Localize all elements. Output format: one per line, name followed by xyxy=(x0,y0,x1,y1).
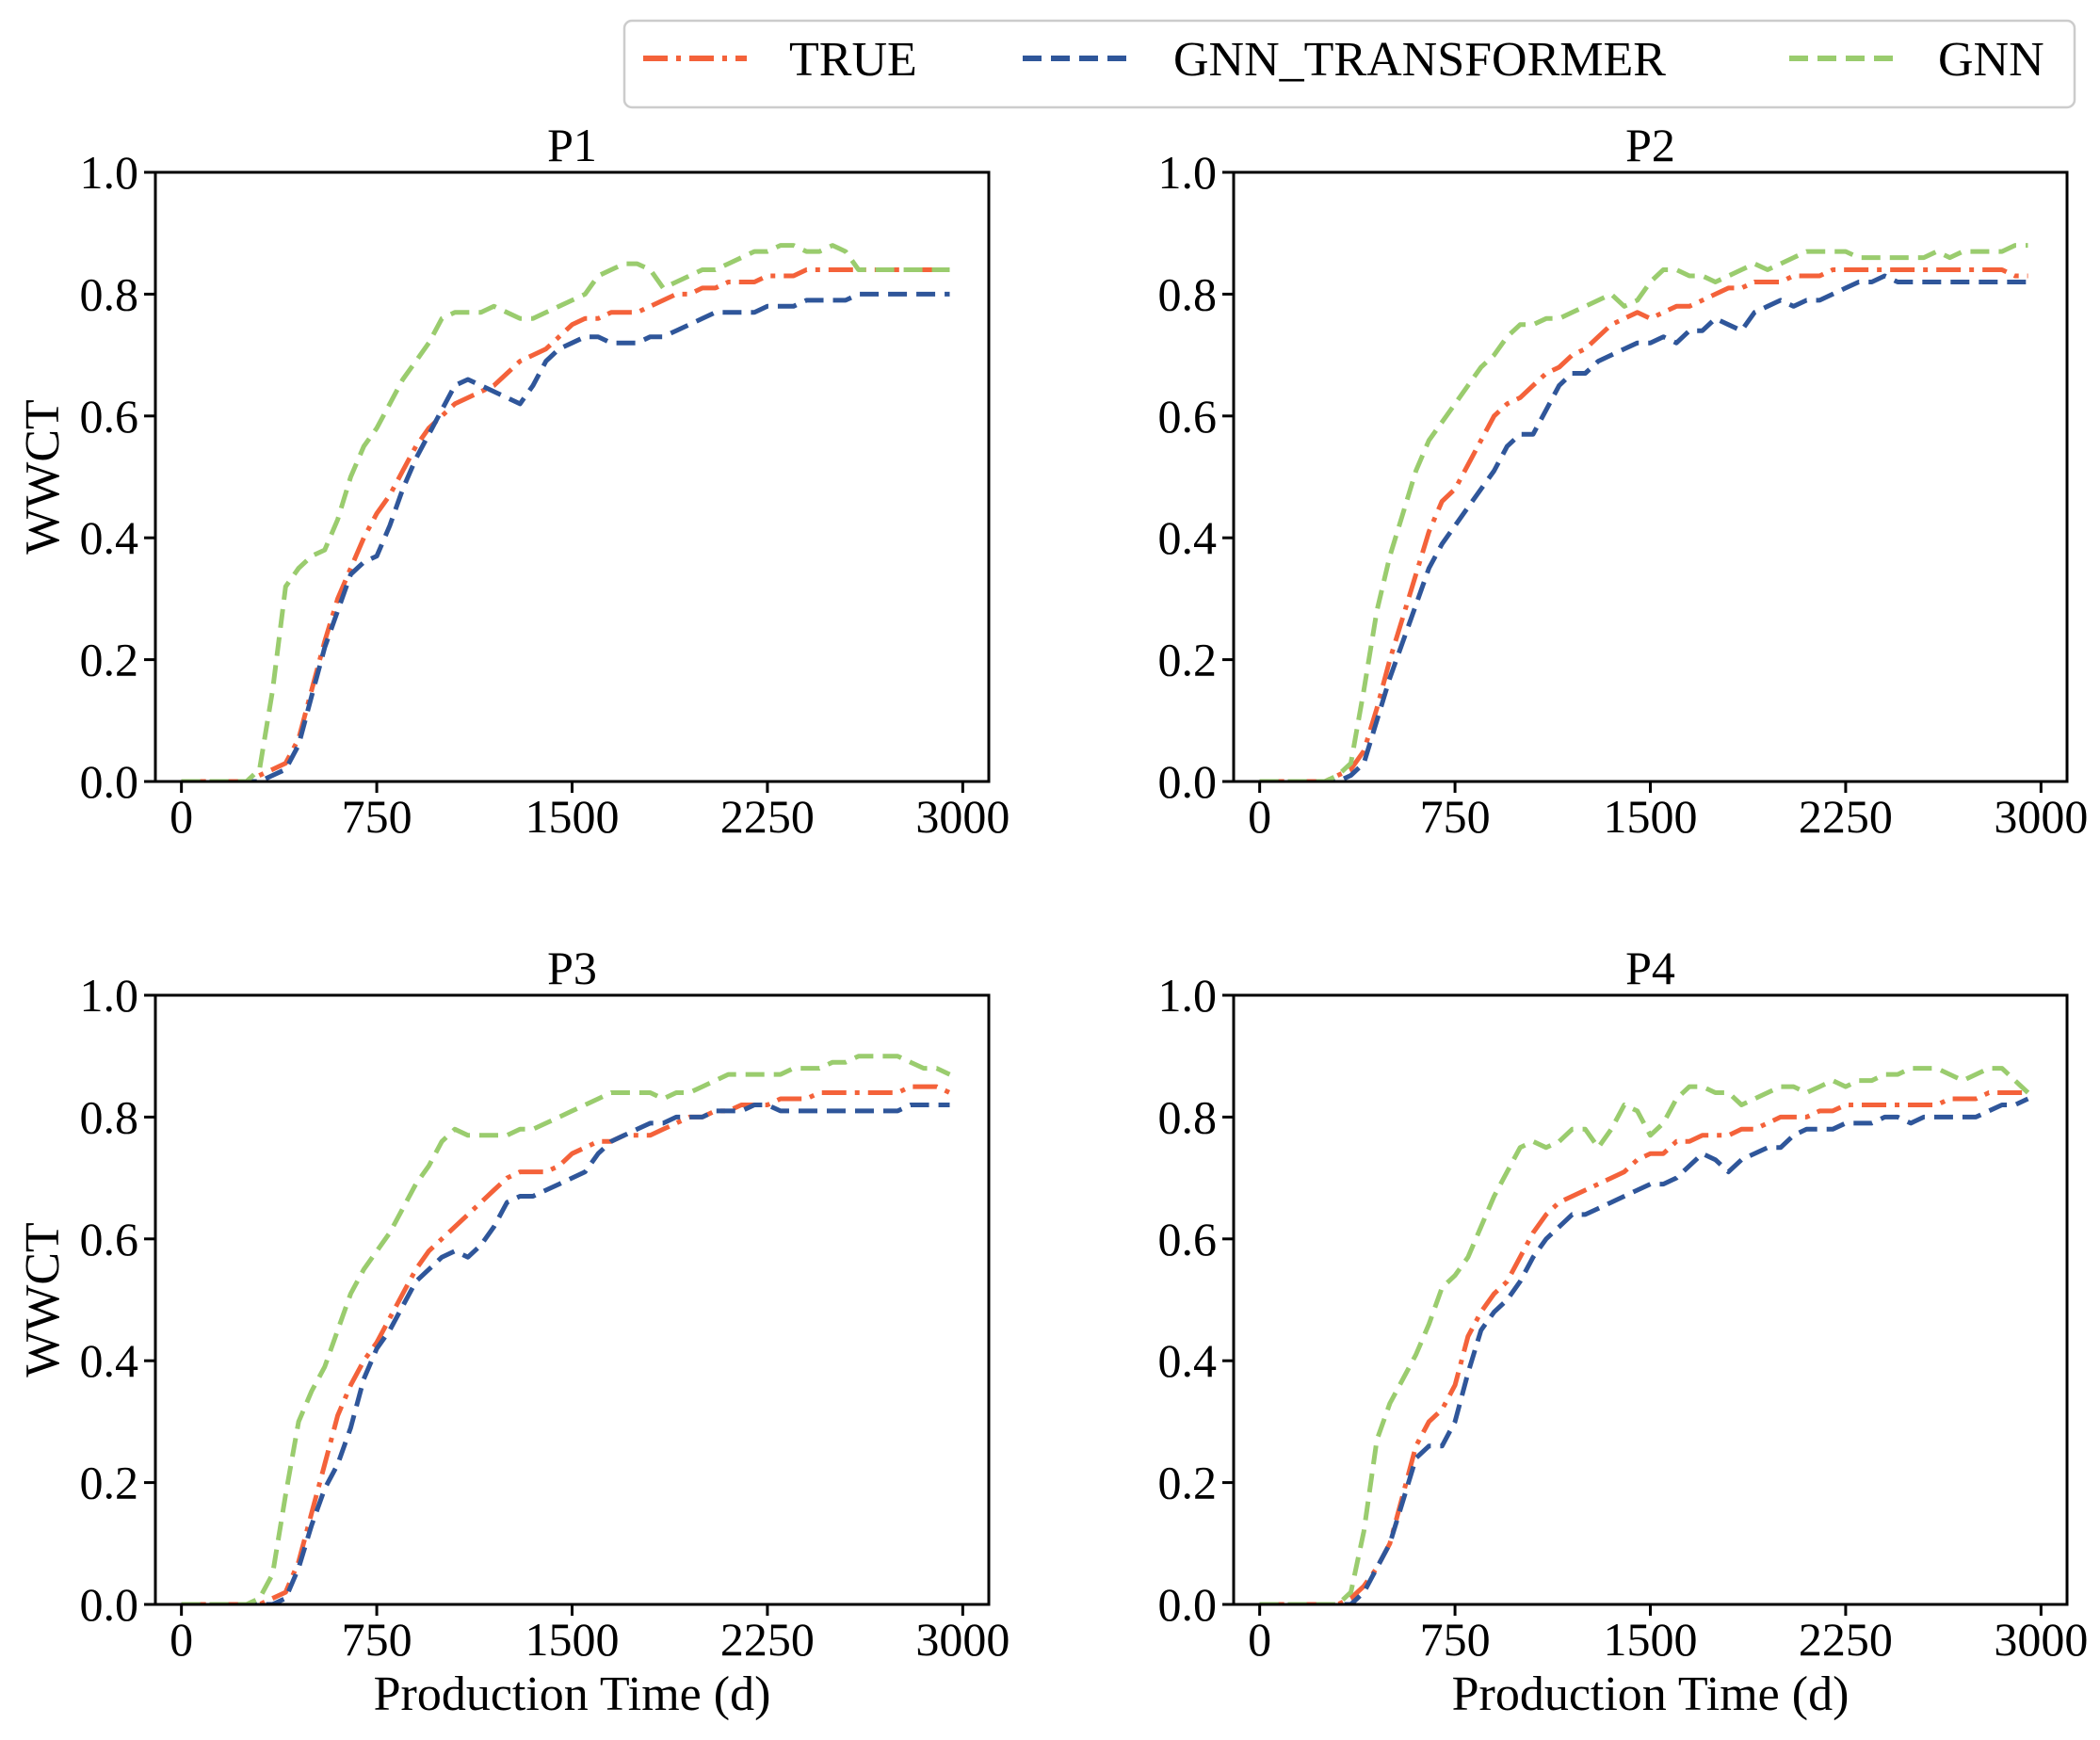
panel-4-xtick-label: 2250 xyxy=(1799,1613,1893,1666)
panel-3-ytick-label: 0.6 xyxy=(80,1213,139,1265)
legend-box xyxy=(622,19,2076,109)
panel-4-title: P4 xyxy=(1625,942,1675,994)
panel-1-title: P1 xyxy=(547,119,597,171)
panel-3-xtick-label: 3000 xyxy=(915,1613,1010,1666)
panel-4-frame xyxy=(1232,993,2069,1606)
panel-3-ytick-label: 0.0 xyxy=(80,1578,139,1631)
panel-4-xtick-label: 1500 xyxy=(1604,1613,1698,1666)
legend-label-true: TRUE xyxy=(789,33,917,87)
panel-2-title: P2 xyxy=(1625,119,1675,171)
panel-4-xtick-label: 750 xyxy=(1420,1613,1491,1666)
panel-2-line-gnn xyxy=(1259,243,2028,781)
panel-2-xtick-label: 2250 xyxy=(1799,790,1893,843)
panel-4-ytick-label: 0.2 xyxy=(1158,1457,1218,1509)
panel-1-ytick-label: 0.2 xyxy=(80,634,139,686)
panel-3-xtick-label: 2250 xyxy=(720,1613,815,1666)
panel-4-ytick-label: 0.0 xyxy=(1158,1578,1218,1631)
panel-4-ytick-label: 0.6 xyxy=(1158,1213,1218,1265)
panel-1-ytick-label: 0.6 xyxy=(80,390,139,443)
panel-2-xtick-label: 0 xyxy=(1248,790,1271,843)
panel-2-frame xyxy=(1232,170,2069,783)
panel-1: 0.0 0.2 0.4 0.6 0.8 1.0 0 750 1500 2250 3000 P1 WWCT xyxy=(16,119,1010,843)
panel-1-ytick-label: 1.0 xyxy=(80,146,139,199)
panel-2-ytick-label: 0.8 xyxy=(1158,267,1218,320)
panel-2-series-group xyxy=(1259,243,2028,781)
panel-1-xtick-label: 0 xyxy=(170,790,193,843)
panel-2-line-true xyxy=(1259,267,2028,781)
panel-1-frame xyxy=(153,170,991,783)
panel-3-line-gnn-transformer xyxy=(181,1103,950,1604)
legend: TRUE GNN_TRANSFORMER GNN xyxy=(622,19,2076,109)
panel-1-series-group xyxy=(181,243,950,781)
panel-1-xtick-label: 750 xyxy=(342,790,412,843)
legend-label-gnn: GNN xyxy=(1938,33,2044,87)
panel-1-xtick-label: 2250 xyxy=(720,790,815,843)
panel-1-ytick-label: 0.0 xyxy=(80,755,139,808)
panel-2-line-gnn-transformer xyxy=(1259,273,2028,781)
panel-3-series-group xyxy=(181,1054,951,1604)
panels: 0.0 0.2 0.4 0.6 0.8 1.0 0 750 1500 2250 3000 P1 WWCT… xyxy=(16,119,2088,1721)
panel-2-ytick-label: 0.2 xyxy=(1158,634,1218,686)
panel-4-line-gnn-transformer xyxy=(1259,1096,2029,1604)
panel-3-ytick-label: 0.8 xyxy=(80,1090,139,1143)
panel-3-frame xyxy=(153,993,991,1606)
panel-3-xtick-label: 0 xyxy=(170,1613,193,1666)
panel-4-xtick-label: 3000 xyxy=(1994,1613,2088,1666)
panel-4-ytick-label: 0.4 xyxy=(1158,1334,1218,1387)
panel-4-ytick-label: 0.8 xyxy=(1158,1090,1218,1143)
panel-3-ytick-label: 0.2 xyxy=(80,1457,139,1509)
panel-2-ytick-label: 0.4 xyxy=(1158,511,1218,564)
panel-1-xtick-label: 1500 xyxy=(525,790,620,843)
panel-3-xtick-label: 750 xyxy=(342,1613,412,1666)
panel-1-xtick-label: 3000 xyxy=(915,790,1010,843)
panel-3-ytick-label: 1.0 xyxy=(80,969,139,1022)
panel-1-ytick-label: 0.4 xyxy=(80,511,139,564)
panel-4-line-gnn xyxy=(1259,1066,2030,1604)
panel-1-line-gnn-transformer xyxy=(181,291,950,781)
panel-3: 0.0 0.2 0.4 0.6 0.8 1.0 0 750 1500 2250 3000 P3 WWCT… xyxy=(16,942,1010,1721)
panel-4-line-true xyxy=(1259,1090,2028,1604)
panel-3-title: P3 xyxy=(547,942,597,994)
panel-2-xtick-label: 3000 xyxy=(1994,790,2088,843)
panel-3-xlabel: Production Time (d) xyxy=(374,1668,771,1721)
panel-2-ytick-label: 0.0 xyxy=(1158,755,1218,808)
panel-2-xtick-label: 750 xyxy=(1420,790,1491,843)
panel-2-ytick-label: 1.0 xyxy=(1158,146,1218,199)
panel-4-series-group xyxy=(1259,1066,2030,1604)
panel-2-ytick-label: 0.6 xyxy=(1158,390,1218,443)
panel-2: 0.0 0.2 0.4 0.6 0.8 1.0 0 750 1500 2250 3000 P2 xyxy=(1158,119,2089,843)
panel-2-xtick-label: 1500 xyxy=(1604,790,1698,843)
panel-3-xtick-label: 1500 xyxy=(525,1613,620,1666)
panel-1-line-gnn xyxy=(181,243,950,781)
panel-1-ytick-label: 0.8 xyxy=(80,267,139,320)
panel-4-ytick-label: 1.0 xyxy=(1158,969,1218,1022)
panel-1-ylabel: WWCT xyxy=(16,399,70,555)
panel-4-xlabel: Production Time (d) xyxy=(1452,1668,1850,1721)
panel-3-line-gnn xyxy=(181,1054,951,1604)
panel-4: 0.0 0.2 0.4 0.6 0.8 1.0 0 750 1500 2250 3000 P4 Prod… xyxy=(1158,942,2089,1721)
panel-1-line-true xyxy=(181,267,950,781)
panel-3-ylabel: WWCT xyxy=(16,1222,70,1378)
panel-3-ytick-label: 0.4 xyxy=(80,1334,139,1387)
legend-label-gnn-transformer: GNN_TRANSFORMER xyxy=(1173,33,1666,87)
panel-4-xtick-label: 0 xyxy=(1248,1613,1271,1666)
panel-3-line-true xyxy=(181,1084,951,1604)
